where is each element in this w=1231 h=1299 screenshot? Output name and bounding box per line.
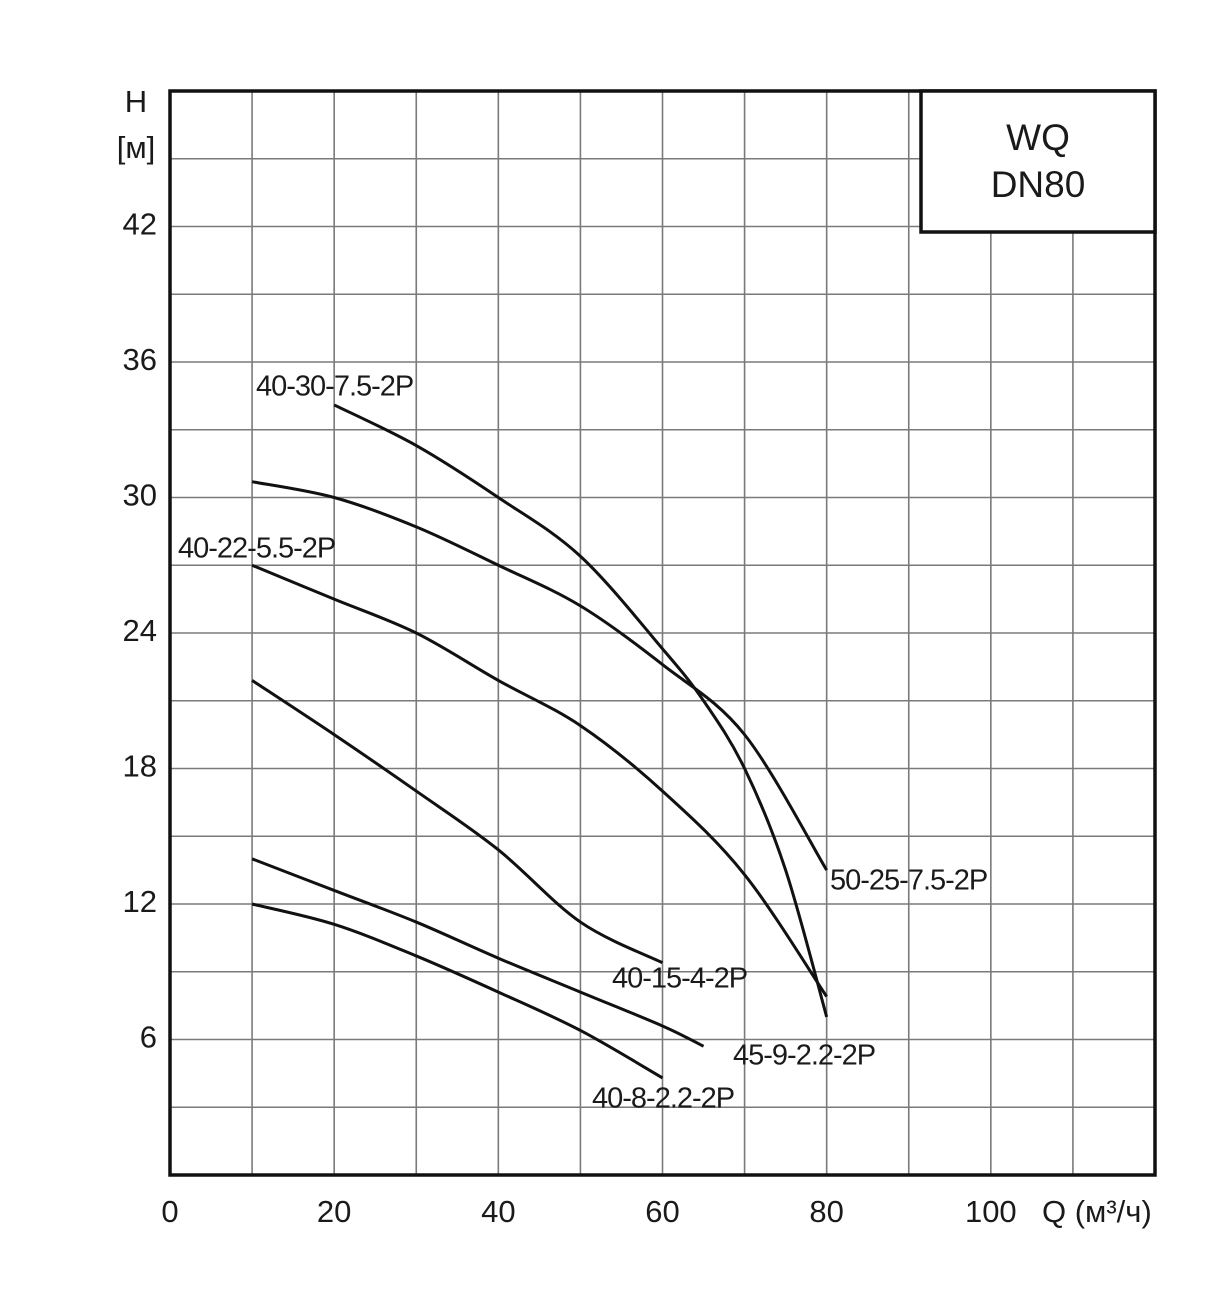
series-label: 40-22-5.5-2P [178,533,335,565]
y-axis-unit: [м] [117,130,156,165]
series-label: 45-9-2.2-2P [733,1040,875,1072]
y-tick-label: 30 [123,478,157,513]
x-tick-label: 0 [161,1194,178,1229]
curve [251,857,705,1048]
series-label: 50-25-7.5-2P [830,865,987,897]
y-tick-label: 18 [123,749,157,784]
series-label: 40-8-2.2-2P [592,1083,734,1115]
plot-frame [168,89,1157,1177]
x-tick-label: 60 [645,1194,679,1229]
curves [251,403,829,1080]
x-axis-label: Q (м³/ч) [1042,1194,1152,1229]
y-axis-label: H [125,84,147,119]
x-tick-label: 80 [809,1194,843,1229]
legend-line: WQ [1006,117,1070,158]
curve [251,679,664,965]
x-tick-label: 20 [317,1194,351,1229]
legend-line: DN80 [991,164,1086,205]
y-tick-label: 42 [123,207,157,242]
curve [251,480,828,871]
curve [251,902,664,1080]
curve [333,403,829,1018]
legend-box [919,89,1157,234]
x-tick-label: 40 [481,1194,515,1229]
x-tick-label: 100 [965,1194,1017,1229]
curve [251,563,828,998]
series-label: 40-15-4-2P [612,963,747,995]
y-tick-label: 36 [123,342,157,377]
y-tick-label: 24 [123,613,157,648]
series-label: 40-30-7.5-2P [256,371,413,403]
y-tick-label: 12 [123,884,157,919]
y-tick-label: 6 [140,1020,157,1055]
